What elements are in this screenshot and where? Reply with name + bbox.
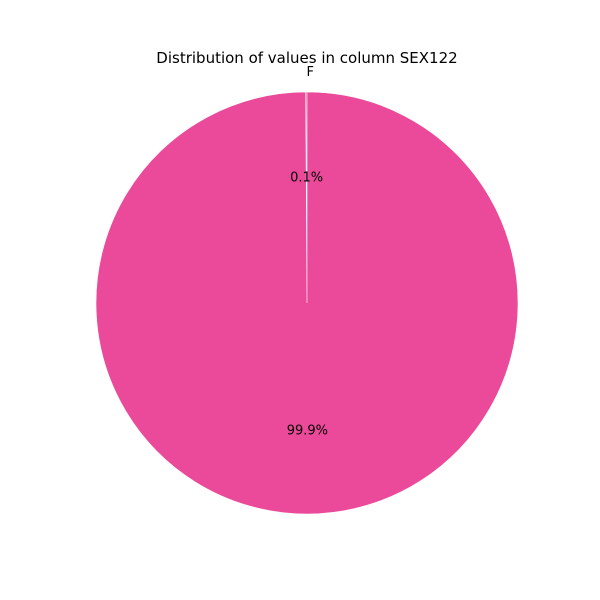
slice-pct-label-2: 99.9%	[287, 424, 328, 439]
slice-pct-label-1: 0.1%	[290, 170, 323, 185]
slice-label-f: F	[307, 65, 314, 80]
chart-title: Distribution of values in column SEX122	[156, 49, 457, 67]
pie-labels: F 0.1% 99.9%	[287, 65, 328, 439]
pie-slices	[95, 91, 519, 515]
pie-slice-slice-2	[95, 91, 519, 515]
